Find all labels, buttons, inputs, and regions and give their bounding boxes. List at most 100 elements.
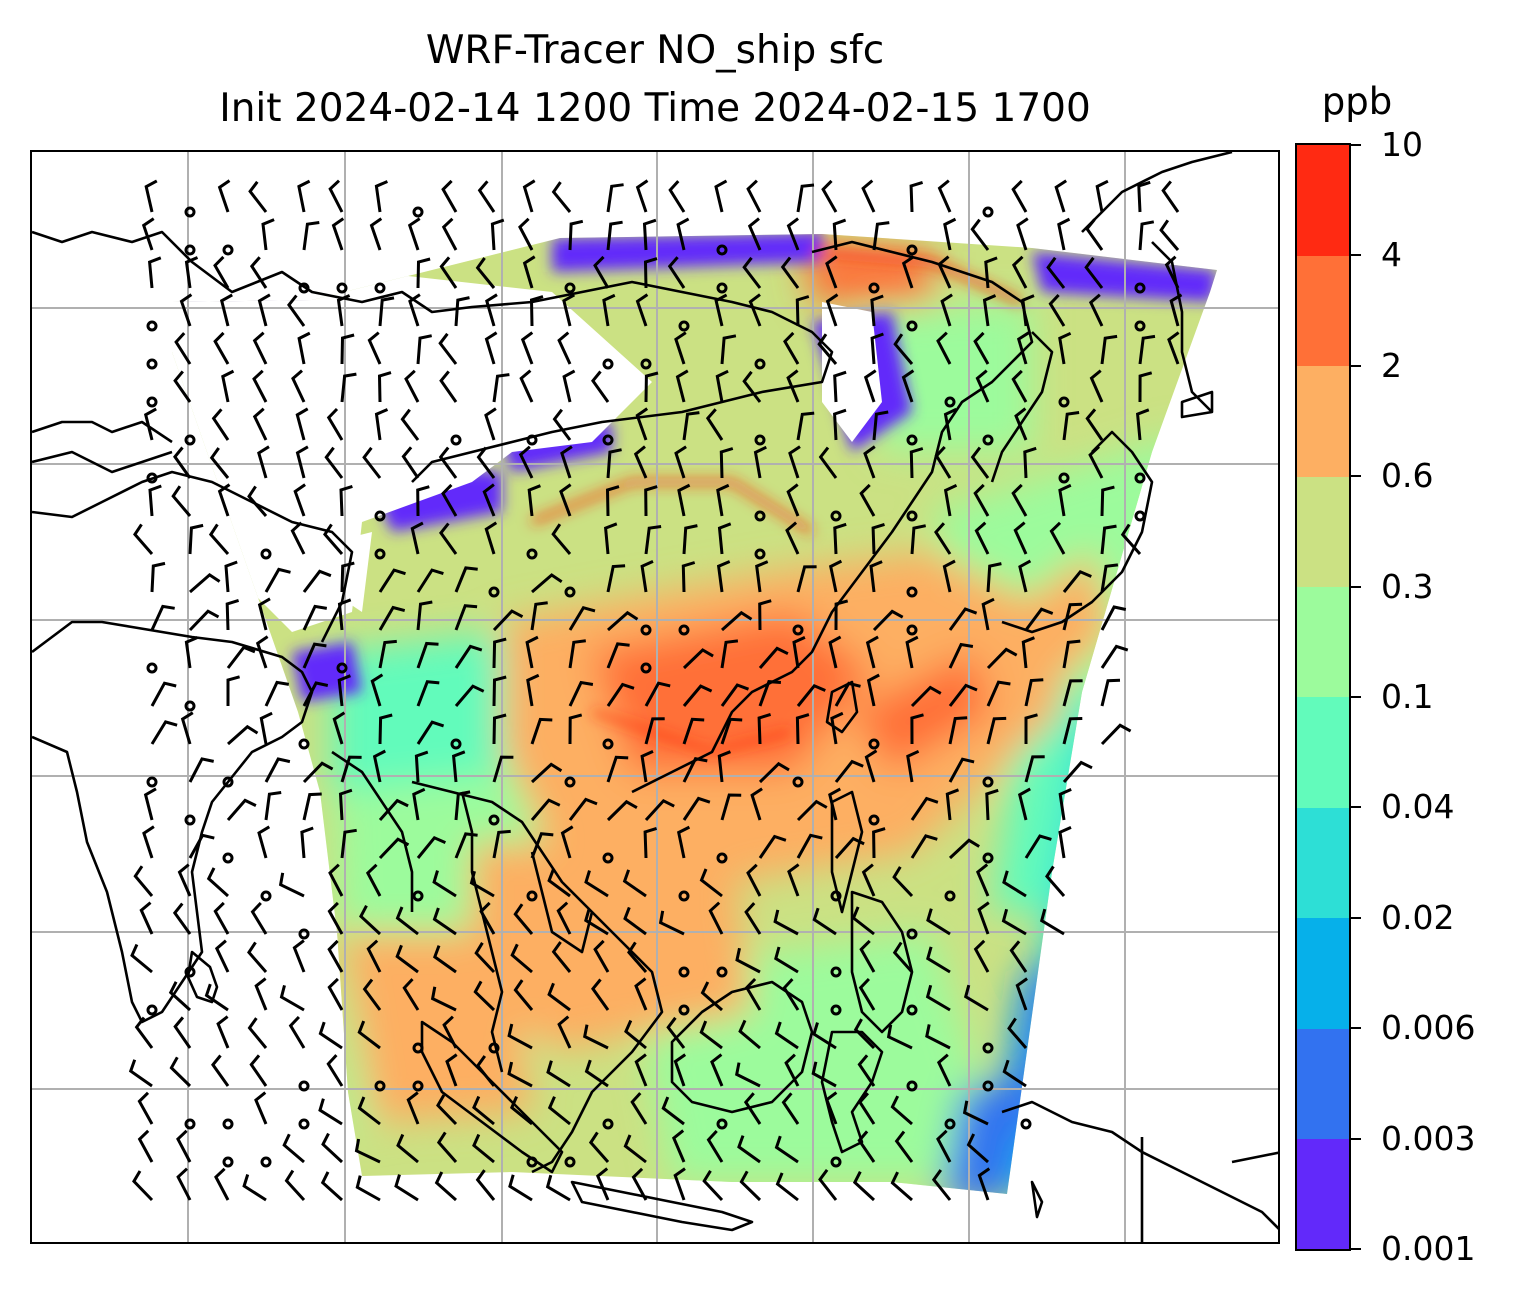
calm-wind-marker	[1134, 282, 1146, 294]
wind-barb	[513, 979, 534, 1011]
wind-barb	[291, 369, 306, 403]
wind-barb	[184, 256, 199, 289]
wind-barb	[295, 407, 309, 441]
wind-barb	[644, 485, 658, 517]
wind-barb	[719, 447, 734, 479]
wind-barb	[643, 257, 658, 289]
colorbar-tick-label: 2	[1381, 345, 1402, 385]
wind-barb	[925, 1024, 951, 1050]
wind-barb	[833, 522, 847, 555]
wind-barb	[1120, 523, 1142, 555]
calm-wind-marker	[868, 282, 880, 294]
wind-barb	[485, 293, 498, 327]
wind-barb	[469, 870, 495, 898]
calm-wind-marker	[564, 776, 576, 788]
wind-barb	[872, 827, 886, 859]
calm-wind-marker	[526, 890, 538, 902]
wind-barb	[905, 635, 919, 669]
wind-barb	[977, 901, 990, 935]
wind-barb	[624, 1019, 647, 1050]
wind-barb	[583, 1024, 609, 1050]
wind-barb	[557, 1015, 572, 1049]
map-panel[interactable]	[30, 150, 1280, 1244]
colorbar-tick-label: 0.04	[1381, 787, 1455, 827]
colorbar-tick	[1351, 475, 1361, 478]
wind-barb	[372, 749, 386, 783]
wind-barb	[812, 907, 837, 936]
wind-barb	[682, 648, 714, 670]
wind-barb	[890, 1095, 913, 1126]
wind-barb	[339, 484, 353, 517]
wind-barb	[743, 1092, 762, 1125]
colorbar-tick-label: 0.006	[1381, 1008, 1476, 1048]
calm-wind-marker	[146, 320, 158, 332]
wind-barb	[529, 295, 544, 327]
wind-barb	[1021, 636, 1035, 669]
wind-barb	[1100, 678, 1121, 707]
wind-barb	[606, 682, 635, 707]
wind-barb	[584, 908, 609, 936]
wind-barb	[475, 1055, 496, 1087]
calm-wind-marker	[184, 814, 196, 826]
wind-barb	[412, 787, 426, 821]
wind-barb	[404, 369, 420, 403]
wind-barb	[943, 483, 958, 517]
wind-barb	[436, 1094, 458, 1126]
wind-barb	[290, 521, 306, 555]
calm-wind-marker	[868, 814, 880, 826]
wind-barb	[782, 978, 800, 1011]
wind-barb	[1100, 563, 1119, 593]
wind-barb	[1100, 644, 1129, 669]
wind-barb	[738, 1019, 761, 1050]
wind-barb	[302, 792, 322, 821]
wind-barb	[1100, 723, 1132, 746]
wind-barb	[872, 221, 890, 251]
wind-barb	[439, 256, 458, 289]
wind-barb	[378, 568, 406, 593]
calm-wind-marker	[222, 244, 234, 256]
calm-wind-marker	[1134, 320, 1146, 332]
calm-wind-marker	[184, 206, 196, 218]
wind-barb	[410, 521, 424, 555]
wind-barb	[180, 711, 194, 745]
wind-barb	[327, 977, 344, 1011]
wind-barb	[416, 257, 431, 289]
wind-barb	[644, 371, 659, 403]
wind-barb	[1138, 220, 1155, 251]
wind-barb	[454, 604, 478, 631]
wind-barb	[545, 1174, 571, 1202]
wind-barb	[530, 601, 548, 631]
wind-barb	[148, 256, 162, 289]
wind-barb	[439, 370, 458, 403]
wind-barb	[834, 836, 865, 859]
wind-barb	[452, 750, 466, 783]
wind-barb	[942, 559, 956, 593]
calm-wind-marker	[678, 624, 690, 636]
wind-barb	[948, 757, 975, 783]
lat-lon-gridlines	[32, 152, 1278, 1242]
wind-barb	[910, 796, 939, 821]
wind-barb	[141, 217, 155, 251]
wind-barb	[416, 641, 439, 669]
calm-wind-marker	[222, 776, 234, 788]
wind-barb	[209, 447, 230, 479]
wind-barb	[557, 331, 572, 365]
calm-wind-marker	[868, 738, 880, 750]
wind-barb	[966, 1133, 989, 1164]
calm-wind-marker	[184, 700, 196, 712]
colorbar-segment	[1297, 1028, 1349, 1140]
wind-barb	[254, 1091, 268, 1125]
wind-barb	[937, 179, 952, 213]
wind-barb	[297, 331, 311, 365]
coastlines	[32, 152, 1278, 1242]
wind-barb	[279, 985, 305, 1012]
wind-barb	[746, 863, 762, 897]
wind-barb	[213, 331, 230, 365]
wind-barb	[297, 179, 311, 213]
wind-barb	[668, 180, 686, 213]
wind-barb	[217, 483, 231, 517]
wind-barb	[172, 902, 192, 935]
wind-barb	[588, 1131, 610, 1163]
wind-barb	[700, 981, 723, 1012]
wind-barb	[432, 870, 457, 898]
